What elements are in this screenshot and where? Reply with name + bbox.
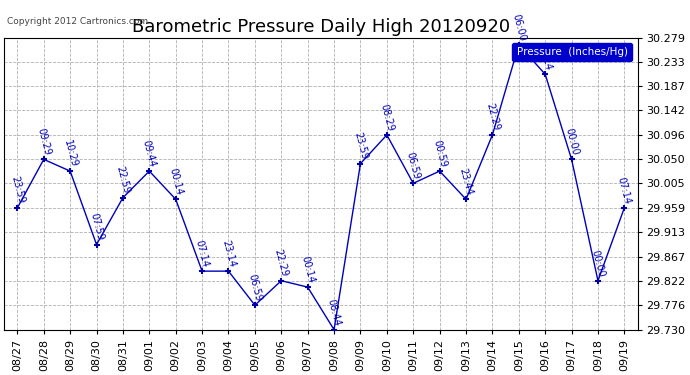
- Text: 23:44: 23:44: [457, 167, 475, 196]
- Text: 06:59: 06:59: [405, 151, 422, 180]
- Text: Copyright 2012 Cartronics.com: Copyright 2012 Cartronics.com: [7, 17, 148, 26]
- Text: 08:29: 08:29: [378, 103, 395, 132]
- Text: 06:00: 06:00: [511, 13, 527, 42]
- Text: 00:14: 00:14: [299, 255, 316, 284]
- Text: 08:44: 08:44: [326, 297, 342, 327]
- Text: 22:59: 22:59: [115, 165, 131, 195]
- Text: 22:29: 22:29: [484, 102, 501, 132]
- Title: Barometric Pressure Daily High 20120920: Barometric Pressure Daily High 20120920: [132, 18, 510, 36]
- Text: 00:14: 00:14: [167, 167, 184, 196]
- Text: 00:59: 00:59: [431, 139, 448, 168]
- Text: 23:59: 23:59: [352, 131, 369, 161]
- Text: 07:14: 07:14: [537, 42, 553, 72]
- Text: 22:29: 22:29: [273, 248, 290, 278]
- Text: 07:14: 07:14: [194, 239, 210, 268]
- Text: 23:59: 23:59: [9, 176, 26, 205]
- Text: 09:44: 09:44: [141, 139, 158, 168]
- Legend: Pressure  (Inches/Hg): Pressure (Inches/Hg): [512, 43, 632, 61]
- Text: 07:59: 07:59: [88, 212, 105, 242]
- Text: 00:00: 00:00: [563, 127, 580, 157]
- Text: 23:14: 23:14: [220, 239, 237, 268]
- Text: 09:29: 09:29: [35, 127, 52, 157]
- Text: 07:14: 07:14: [616, 176, 633, 205]
- Text: 06:59: 06:59: [246, 273, 264, 302]
- Text: 00:00: 00:00: [589, 249, 607, 278]
- Text: 10:29: 10:29: [61, 139, 79, 168]
